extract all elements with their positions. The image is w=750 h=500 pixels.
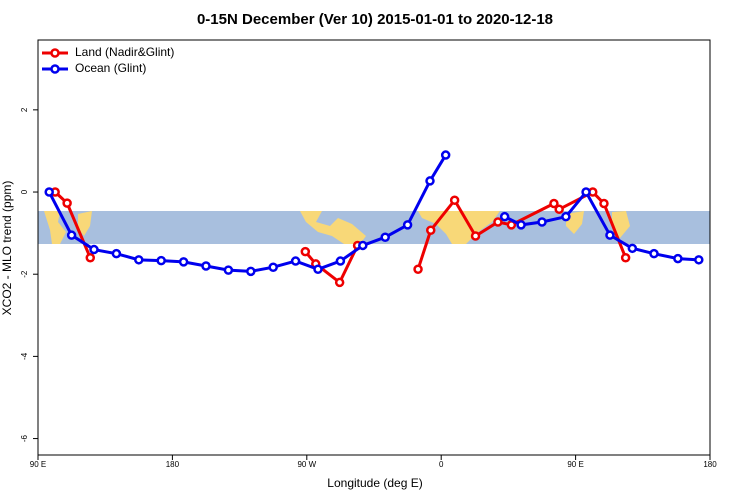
point (413, 264, 423, 275)
point (44, 187, 54, 197)
point (627, 243, 638, 254)
point (380, 232, 390, 242)
point (694, 255, 704, 265)
point (62, 198, 72, 208)
point (201, 261, 211, 271)
point (134, 255, 144, 265)
point (649, 248, 659, 259)
legend-marker (50, 64, 60, 74)
point (516, 220, 526, 230)
point (334, 277, 345, 288)
x-tick-label: 90 E (30, 460, 46, 469)
point (440, 150, 451, 160)
point (402, 220, 413, 230)
y-tick-label: 0 (20, 189, 29, 194)
point (499, 211, 510, 222)
y-tick-label: -4 (20, 352, 29, 360)
x-tick-label: 90 E (567, 460, 583, 469)
point (89, 244, 99, 255)
x-tick-label: 90 W (297, 460, 316, 469)
point (66, 230, 77, 240)
point (223, 265, 234, 275)
point (425, 225, 436, 235)
legend-label: Ocean (Glint) (75, 61, 146, 75)
point (561, 211, 571, 222)
point (470, 231, 481, 241)
point (554, 204, 564, 215)
legend-label: Land (Nadir&Glint) (75, 45, 174, 59)
point (549, 198, 559, 209)
point (673, 253, 683, 264)
x-tick-label: 180 (166, 460, 180, 469)
y-axis-label: XCO2 - MLO trend (ppm) (0, 181, 14, 316)
point (111, 248, 122, 259)
point (449, 195, 460, 205)
point (178, 257, 189, 267)
point (620, 253, 631, 263)
point (313, 264, 323, 275)
point (335, 256, 346, 266)
point (156, 255, 166, 266)
x-tick-label: 180 (703, 460, 717, 469)
point (300, 246, 311, 257)
point (581, 187, 591, 197)
y-tick-label: 2 (20, 107, 29, 112)
x-tick-label: 0 (439, 460, 444, 469)
legend-marker (50, 48, 60, 58)
chart-title: 0-15N December (Ver 10) 2015-01-01 to 20… (197, 11, 553, 28)
point (605, 230, 615, 240)
point (246, 266, 256, 277)
x-axis-label: Longitude (deg E) (327, 476, 422, 490)
point (425, 176, 435, 186)
point (290, 256, 301, 266)
point (493, 217, 503, 227)
point (537, 217, 547, 227)
plot-frame (37, 39, 711, 456)
y-tick-label: -6 (20, 434, 29, 442)
point (599, 198, 609, 209)
point (358, 240, 368, 251)
y-tick-label: -2 (20, 270, 29, 278)
point (85, 253, 96, 263)
point (268, 262, 278, 272)
